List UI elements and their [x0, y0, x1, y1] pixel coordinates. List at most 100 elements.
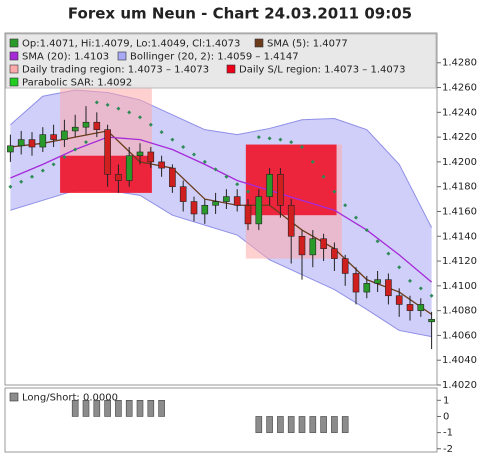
sar-dot [267, 136, 272, 141]
bar [93, 400, 101, 417]
candle-body [352, 273, 360, 293]
candle-body [395, 295, 403, 305]
bar [331, 416, 338, 433]
y-tick-label: 1.4240 [442, 107, 477, 118]
sar-dot [105, 102, 110, 107]
sar-dot [73, 147, 78, 152]
bar [255, 416, 263, 433]
indicator-line [10, 130, 432, 315]
y-tick-label: 1.4040 [442, 355, 477, 366]
candle-body [244, 204, 252, 225]
sar-dot [181, 145, 186, 150]
legend-label: Parabolic SAR: 1.4092 [22, 78, 132, 89]
bar [136, 400, 144, 417]
sar-dot [94, 100, 99, 105]
sar-dot [375, 239, 380, 244]
candle-body [28, 139, 36, 148]
candle-body [39, 134, 47, 148]
bar [71, 400, 79, 417]
candle-body [190, 201, 198, 215]
sar-dot [148, 122, 153, 127]
bar [82, 400, 90, 417]
sar-dot [246, 189, 250, 194]
bar [125, 400, 133, 417]
bar [104, 400, 111, 417]
y-tick-label: -2 [443, 444, 453, 455]
sar-dot [40, 168, 45, 173]
candle-body [125, 155, 133, 181]
sar-dot [159, 130, 164, 135]
sar-dot [364, 228, 369, 233]
sar-dot [354, 215, 358, 220]
sar-dot [397, 265, 402, 270]
legend-box [5, 33, 437, 89]
legend-swatch [254, 38, 264, 48]
bar [266, 416, 273, 433]
bar [298, 416, 306, 433]
legend-label: Daily trading region: 1.4073 – 1.4073 [22, 65, 209, 76]
y-tick-label: 1.4120 [442, 256, 477, 267]
y-tick-label: 1.4060 [442, 330, 477, 341]
sar-dot [235, 182, 240, 187]
sar-dot [116, 106, 121, 111]
bar [158, 400, 165, 417]
sar-dot [321, 174, 326, 179]
candle-body [374, 279, 381, 284]
candle-body [428, 319, 435, 323]
candle-body [17, 139, 25, 147]
sar-dot [127, 110, 132, 115]
candle-body [212, 201, 219, 206]
candle-body [266, 173, 273, 197]
sar-dot [8, 184, 13, 189]
sar-dot [202, 159, 207, 164]
chart-title: Forex um Neun - Chart 24.03.2011 09:05 [68, 5, 412, 23]
sar-dot [332, 189, 337, 194]
candle-body [136, 151, 144, 157]
sar-dot [84, 140, 88, 145]
sar-dot [289, 140, 294, 145]
sar-dot [278, 137, 283, 142]
candle-body [309, 238, 317, 256]
candle-body [223, 196, 230, 202]
sar-dot [256, 135, 261, 140]
sar-dot [62, 154, 67, 159]
candle-body [341, 258, 349, 274]
legend-label: SMA (20): 1.4103 [22, 52, 109, 63]
legend-label: Daily S/L region: 1.4073 – 1.4073 [239, 65, 405, 76]
y-tick-label: 1.4280 [442, 58, 477, 69]
legend-label: Bollinger (20, 2): 1.4059 – 1.4147 [130, 52, 299, 63]
y-tick-label: 1.4260 [442, 83, 477, 94]
candle-body [147, 151, 155, 163]
bar [115, 400, 122, 417]
sar-dot [418, 286, 423, 291]
candle-body [331, 248, 338, 259]
candle-body [169, 167, 176, 187]
sar-dot [51, 162, 56, 167]
candle-body [93, 121, 101, 130]
legend-label: SMA (5): 1.4077 [267, 39, 348, 50]
y-tick-label: 1 [443, 395, 449, 406]
sar-dot [300, 145, 304, 150]
sar-dot [170, 137, 175, 142]
candle-body [71, 126, 79, 132]
candle-body [82, 121, 90, 128]
candle-body [7, 145, 14, 153]
y-tick-label: 1.4200 [442, 157, 477, 168]
candle-body [406, 304, 414, 311]
candle-body [417, 304, 425, 311]
candle-body [385, 279, 392, 297]
candle-body [50, 134, 57, 140]
candle-body [255, 196, 263, 225]
legend-swatch [226, 64, 236, 74]
candle-body [158, 161, 165, 169]
sar-dot [429, 293, 434, 298]
y-tick-label: 1.4220 [442, 132, 477, 143]
bar [147, 400, 155, 417]
candle-body [104, 129, 111, 175]
bar [277, 416, 284, 433]
y-tick-label: 1.4180 [442, 182, 477, 193]
sar-dot [138, 115, 142, 120]
legend-label: Long/Short: 0.0000 [22, 393, 118, 404]
legend-swatch [9, 64, 19, 74]
